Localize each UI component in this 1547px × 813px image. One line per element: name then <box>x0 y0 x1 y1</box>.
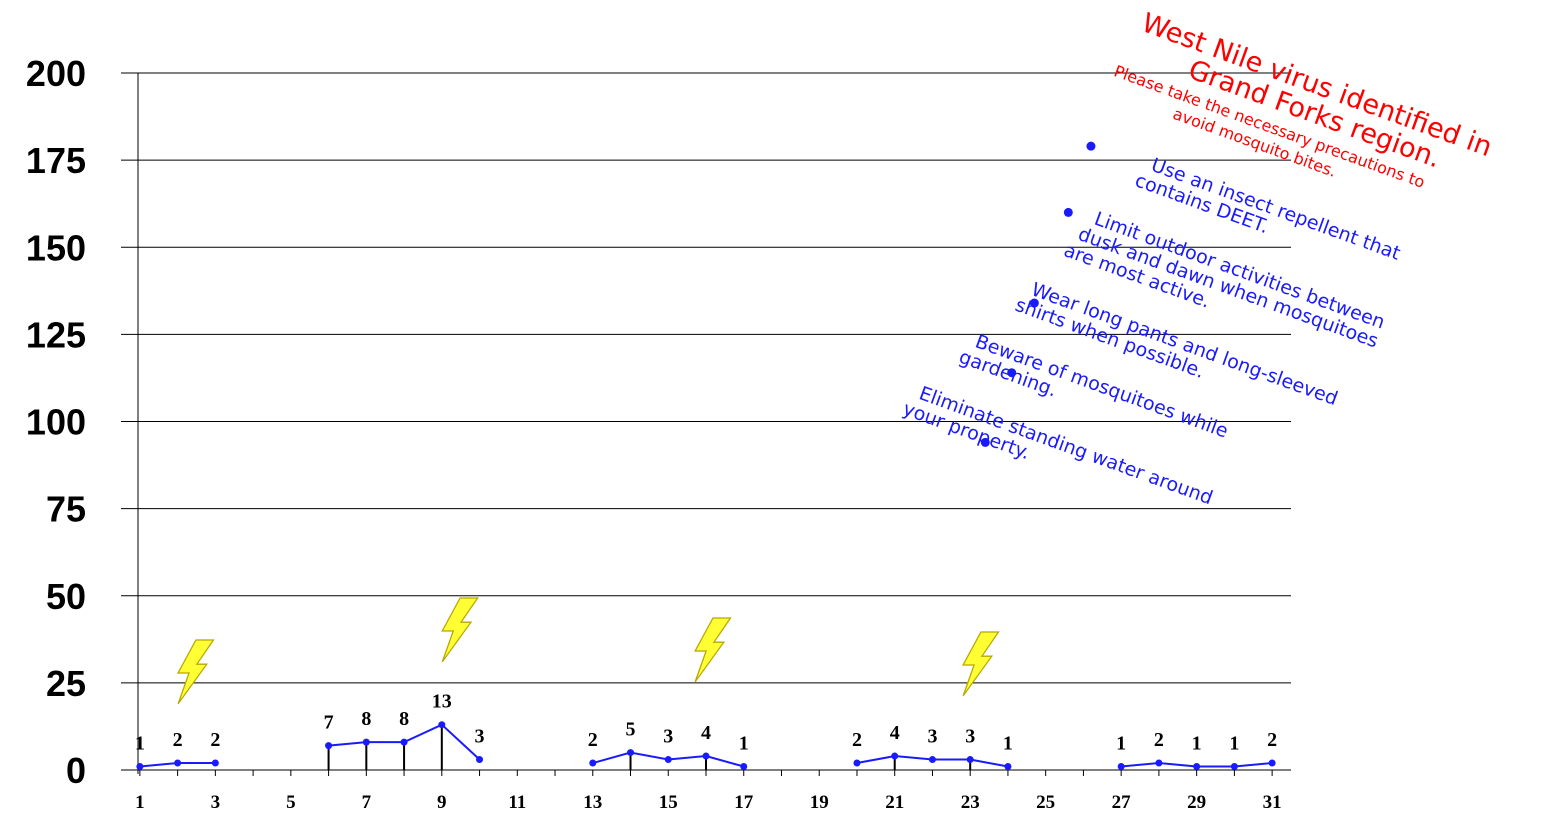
data-label: 3 <box>663 726 673 748</box>
data-label: 7 <box>324 712 334 734</box>
outlier-points <box>980 141 1096 447</box>
x-tick-label: 5 <box>286 792 296 813</box>
data-point <box>928 756 936 764</box>
data-label: 2 <box>852 729 862 751</box>
y-tick-label: 200 <box>26 53 86 94</box>
outlier-point <box>1086 141 1096 151</box>
data-point <box>362 738 370 746</box>
x-tick-label: 23 <box>961 792 980 813</box>
y-tick-label: 150 <box>26 227 86 268</box>
lightning-icons <box>176 597 1000 705</box>
data-point <box>702 752 710 760</box>
data-point <box>1117 763 1125 771</box>
data-label: 8 <box>399 708 409 730</box>
outlier-point <box>980 437 990 447</box>
x-tick-label: 29 <box>1187 792 1206 813</box>
data-point <box>211 759 219 767</box>
data-point <box>136 763 144 771</box>
data-label: 13 <box>432 691 452 713</box>
lightning-icon <box>441 597 479 663</box>
data-label: 2 <box>210 729 220 751</box>
data-point <box>174 759 182 767</box>
y-tick-label: 25 <box>46 663 86 704</box>
data-point <box>853 759 861 767</box>
x-tick-label: 11 <box>508 792 526 813</box>
data-point <box>1268 759 1276 767</box>
x-tick-label: 17 <box>734 792 754 813</box>
y-tick-label: 175 <box>26 140 86 181</box>
data-label: 2 <box>1267 729 1277 751</box>
data-point <box>476 756 484 764</box>
data-label: 3 <box>475 726 485 748</box>
data-label: 1 <box>1003 733 1013 755</box>
y-axis-ticks: 0 25 50 75 100 125 150 175 200 <box>26 53 86 791</box>
x-tick-label: 3 <box>211 792 221 813</box>
data-label: 3 <box>927 726 937 748</box>
data-point <box>400 738 408 746</box>
data-point <box>627 749 635 757</box>
outlier-point <box>1063 207 1073 217</box>
data-label: 2 <box>173 729 183 751</box>
outlier-point <box>1007 368 1017 378</box>
x-axis-ticks: 1 3 5 7 9 11 13 15 17 19 21 23 25 27 29 31 <box>135 792 1282 813</box>
lightning-icon <box>694 617 732 683</box>
data-label: 2 <box>1154 729 1164 751</box>
x-tick-label: 7 <box>362 792 372 813</box>
data-label: 8 <box>361 708 371 730</box>
y-tick-label: 125 <box>26 314 86 355</box>
data-point <box>438 721 446 729</box>
data-label: 5 <box>626 719 636 741</box>
data-label: 4 <box>701 722 711 744</box>
x-tick-label: 27 <box>1112 792 1132 813</box>
data-point <box>664 756 672 764</box>
lightning-icon <box>962 631 1000 697</box>
x-tick-label: 1 <box>135 792 145 813</box>
grid-lines <box>121 72 1291 776</box>
lightning-icon <box>176 639 215 705</box>
data-label: 1 <box>739 733 749 755</box>
series-lines <box>136 721 1276 771</box>
data-label: 3 <box>965 726 975 748</box>
y-tick-label: 50 <box>46 576 86 617</box>
x-tick-label: 15 <box>659 792 678 813</box>
data-labels: 1 2 2 7 8 8 13 3 2 5 3 4 1 2 4 3 3 1 1 2 1 1 2 <box>135 691 1277 755</box>
data-point <box>966 756 974 764</box>
x-tick-label: 9 <box>437 792 447 813</box>
x-tick-label: 19 <box>810 792 829 813</box>
x-tick-label: 31 <box>1263 792 1282 813</box>
data-label: 1 <box>1116 733 1126 755</box>
y-tick-label: 75 <box>46 489 86 530</box>
data-point <box>1193 763 1201 771</box>
x-tick-label: 13 <box>583 792 602 813</box>
data-point <box>740 763 748 771</box>
data-label: 2 <box>588 729 598 751</box>
data-point <box>589 759 597 767</box>
y-tick-label: 100 <box>26 402 86 443</box>
x-tick-label: 21 <box>885 792 904 813</box>
data-point <box>891 752 899 760</box>
data-point <box>325 742 333 750</box>
data-label: 4 <box>890 722 900 744</box>
outlier-point <box>1029 298 1039 308</box>
data-point <box>1004 763 1012 771</box>
data-label: 1 <box>1192 733 1202 755</box>
data-point <box>1155 759 1163 767</box>
y-tick-label: 0 <box>66 750 86 791</box>
data-label: 1 <box>135 733 145 755</box>
data-point <box>1230 763 1238 771</box>
data-label: 1 <box>1229 733 1239 755</box>
x-tick-label: 25 <box>1036 792 1055 813</box>
